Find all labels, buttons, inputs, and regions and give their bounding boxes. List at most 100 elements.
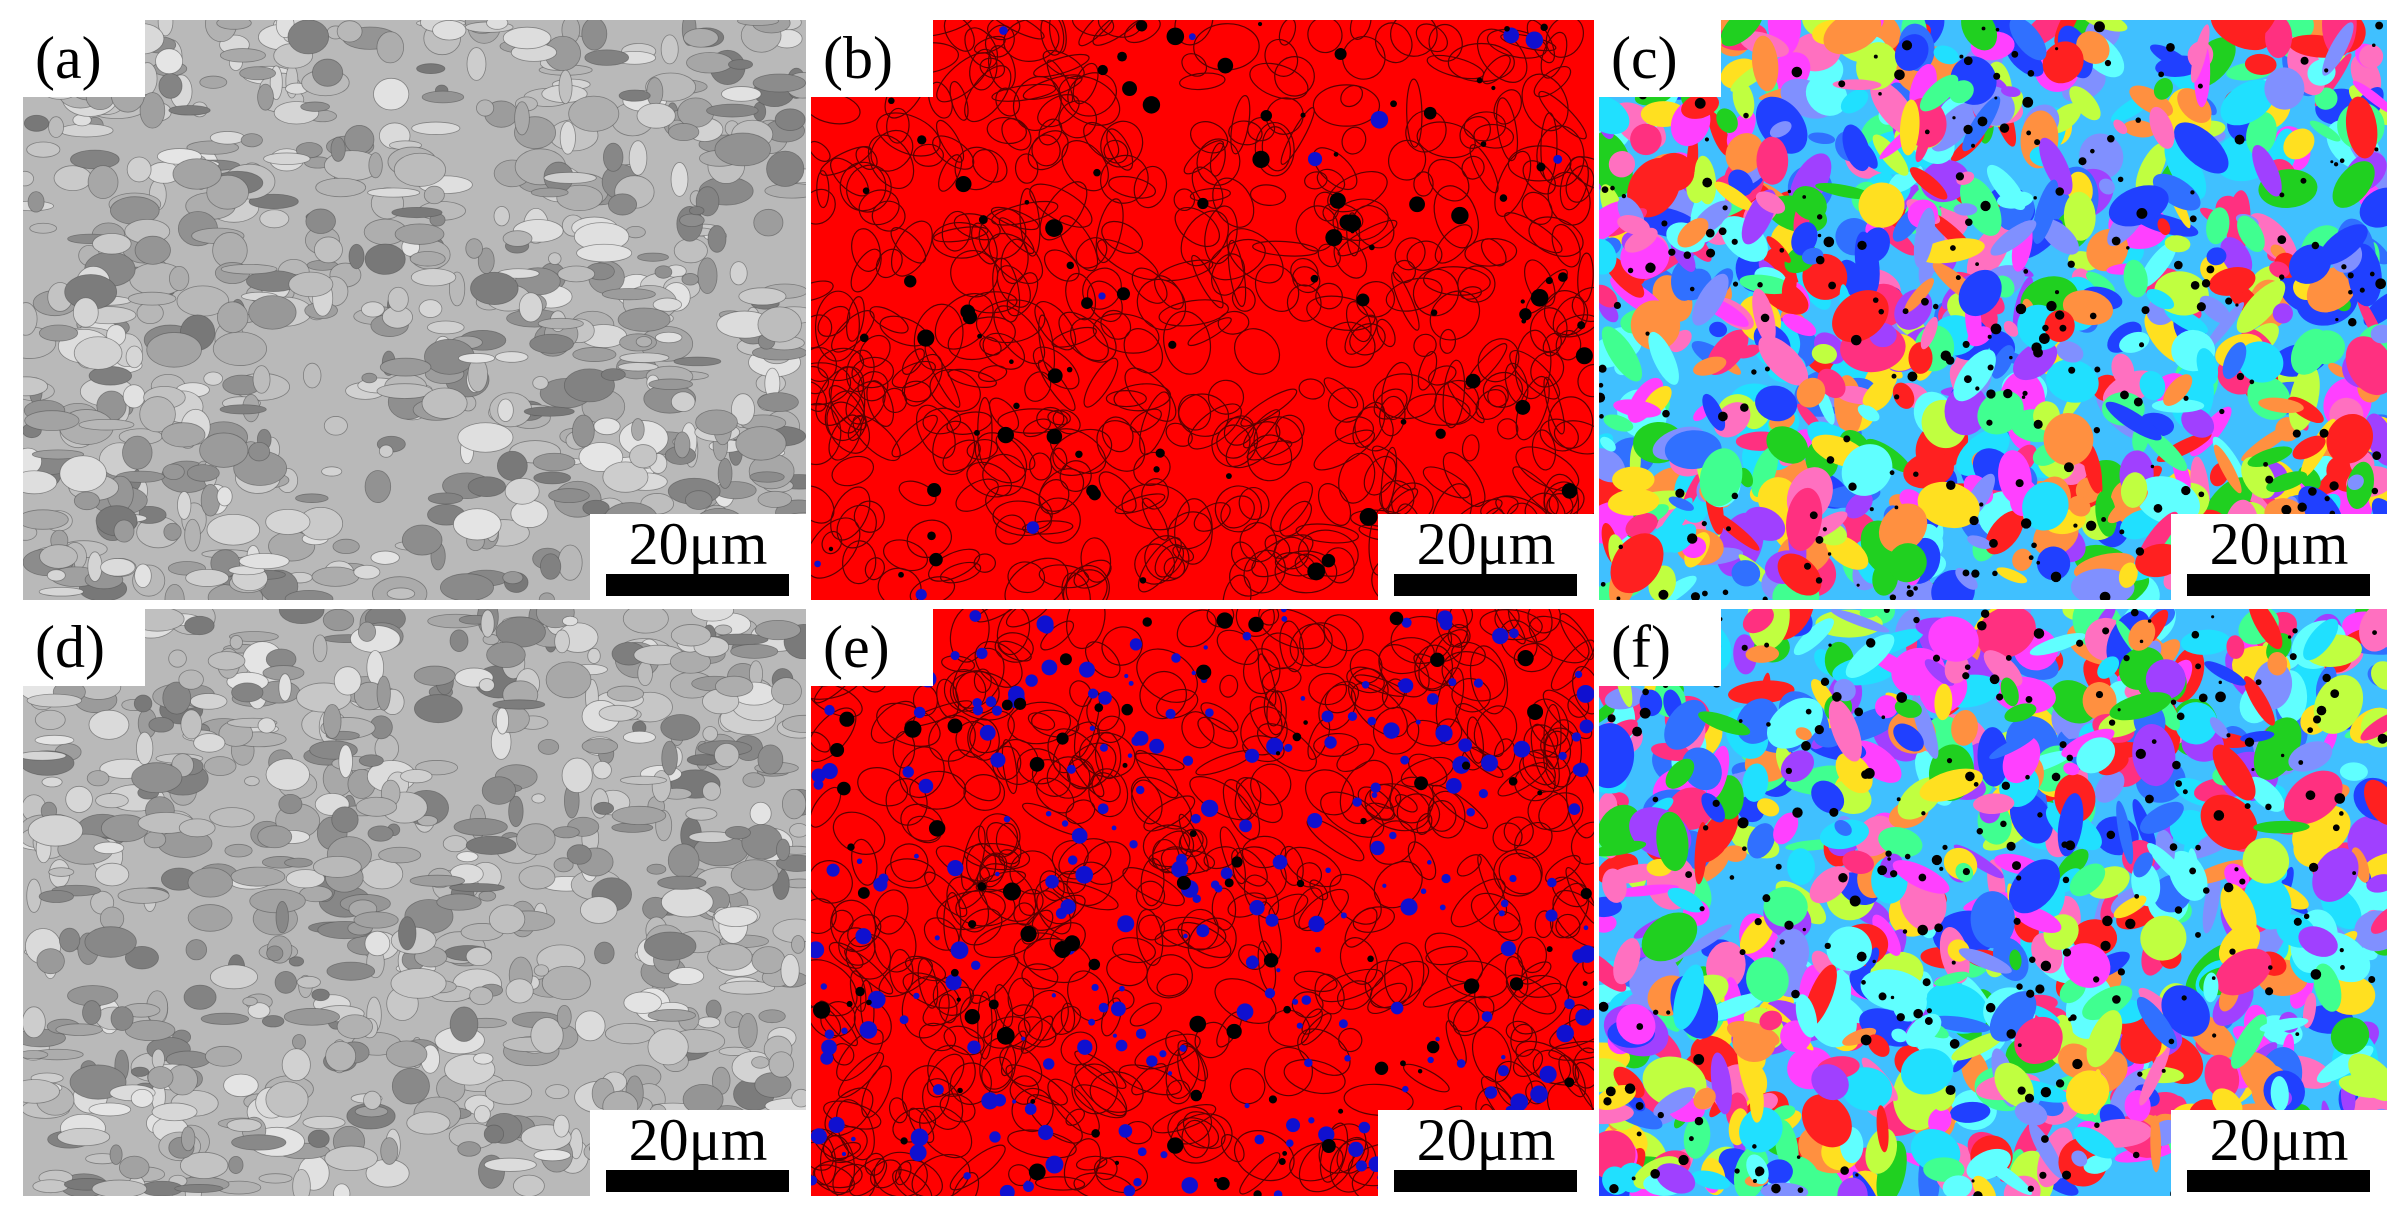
grain: [496, 450, 528, 481]
pore: [1094, 703, 1104, 712]
phase: [910, 1128, 929, 1147]
grain-boundary: [1187, 917, 1237, 969]
pore: [1990, 323, 2002, 335]
phase: [1525, 31, 1544, 49]
phase: [1371, 792, 1378, 798]
grain-boundary: [817, 305, 851, 337]
pore: [1725, 526, 1732, 532]
grain-boundary: [949, 609, 990, 663]
grain-boundary: [1540, 31, 1568, 79]
pore: [2135, 117, 2142, 123]
grain: [1692, 273, 1729, 326]
grain: [1998, 450, 2032, 504]
grain: [147, 1066, 174, 1089]
grain: [358, 754, 384, 767]
grain: [1845, 491, 1873, 519]
phase: [1441, 873, 1451, 884]
grain: [548, 488, 590, 504]
grain-boundary: [1239, 522, 1278, 563]
grain-boundary: [1352, 205, 1395, 249]
pore: [1791, 66, 1803, 78]
grain-boundary: [973, 923, 1040, 959]
pore: [1601, 186, 1609, 193]
grain-boundary: [1528, 216, 1584, 257]
pore: [1932, 303, 1939, 310]
pore: [1369, 244, 1375, 251]
phase: [1415, 719, 1421, 725]
grain-boundary: [1141, 478, 1169, 510]
grain-boundary: [867, 134, 915, 189]
grain: [1791, 186, 1827, 221]
grain: [148, 716, 175, 733]
pore: [1662, 409, 1670, 418]
grain-boundary: [864, 557, 885, 581]
pore: [1599, 392, 1606, 403]
grain-boundary: [1238, 486, 1270, 520]
grain: [118, 1155, 150, 1180]
grain: [660, 714, 701, 741]
grain-boundary: [1021, 963, 1059, 990]
grain: [2145, 659, 2186, 700]
pore: [904, 720, 922, 738]
grain: [2253, 820, 2310, 834]
grain: [2150, 44, 2191, 70]
grain: [681, 273, 699, 286]
pore: [977, 882, 987, 891]
phase: [1098, 1002, 1109, 1013]
grain: [204, 1045, 242, 1067]
grain-boundary: [1493, 911, 1523, 942]
grain-boundary: [1234, 1130, 1295, 1182]
pore: [1088, 488, 1101, 501]
grain-boundary: [1540, 112, 1558, 182]
grain-boundary: [811, 860, 853, 904]
grain: [484, 1079, 533, 1105]
grain: [155, 48, 184, 75]
grain-boundary: [1521, 73, 1569, 132]
grain: [1599, 840, 1647, 857]
grain: [686, 52, 734, 74]
pore: [2034, 139, 2041, 146]
grain-boundary: [1137, 537, 1182, 593]
pore: [2311, 241, 2320, 250]
grain: [558, 69, 573, 105]
grain: [92, 233, 132, 255]
phase: [1191, 670, 1196, 676]
pore: [1435, 428, 1446, 439]
grain: [73, 491, 100, 511]
phase: [1568, 803, 1581, 816]
grain: [193, 733, 226, 753]
pore: [1873, 54, 1878, 59]
grain: [2046, 359, 2099, 403]
grain-boundary: [990, 206, 1040, 231]
pore: [859, 333, 869, 343]
grain-boundary: [996, 265, 1031, 308]
grain-boundary: [1298, 1138, 1354, 1193]
grain: [738, 287, 787, 306]
grain: [1990, 220, 2037, 256]
grain: [1994, 1062, 2034, 1108]
phase: [1078, 661, 1095, 678]
grain-boundary: [1369, 820, 1416, 865]
grain-boundary: [1037, 359, 1076, 412]
grain-boundary: [1074, 1050, 1127, 1089]
grain: [1913, 207, 1935, 268]
pore: [1823, 236, 1835, 248]
phase: [1497, 1065, 1509, 1077]
grain-boundary: [1134, 1033, 1201, 1070]
phase: [1265, 913, 1279, 927]
grain-boundary: [1514, 329, 1552, 400]
grain-boundary: [1222, 574, 1252, 600]
grain: [581, 738, 619, 755]
grain-boundary: [1433, 185, 1480, 249]
grain: [566, 844, 592, 865]
grain: [1918, 238, 1985, 264]
phase: [821, 1039, 837, 1056]
grain-boundary: [939, 561, 982, 584]
pore: [1722, 205, 1728, 211]
grain: [2147, 843, 2192, 888]
grain: [674, 431, 691, 459]
grain: [618, 89, 651, 102]
grain: [2258, 397, 2304, 414]
pore: [1114, 1160, 1120, 1165]
grain-boundary: [919, 1105, 973, 1159]
